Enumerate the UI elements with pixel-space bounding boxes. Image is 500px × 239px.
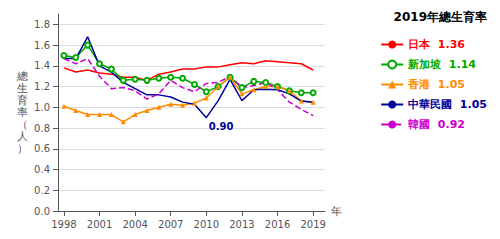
svg-text:總: 總 — [17, 70, 29, 83]
svg-text:人: 人 — [17, 130, 29, 143]
svg-text:0.0: 0.0 — [34, 206, 50, 217]
svg-text:生: 生 — [17, 82, 29, 95]
svg-text:韓國 0.92: 韓國 0.92 — [408, 118, 465, 131]
svg-text:2016: 2016 — [265, 219, 290, 230]
svg-text:年: 年 — [331, 205, 342, 218]
svg-text:香港 1.05: 香港 1.05 — [407, 78, 465, 91]
svg-text:新加坡 1.14: 新加坡 1.14 — [407, 58, 476, 71]
svg-text:1.8: 1.8 — [34, 19, 50, 30]
svg-text:1.6: 1.6 — [34, 40, 50, 51]
svg-text:日本 1.36: 日本 1.36 — [408, 38, 465, 51]
svg-text:0.6: 0.6 — [34, 143, 50, 154]
svg-text:1.2: 1.2 — [34, 81, 50, 92]
svg-text:中華民國 1.05: 中華民國 1.05 — [408, 98, 487, 111]
svg-text:2019年總生育率: 2019年總生育率 — [394, 10, 487, 24]
svg-text:0.8: 0.8 — [34, 123, 50, 134]
svg-text:0.4: 0.4 — [34, 164, 50, 175]
svg-text:2001: 2001 — [87, 219, 112, 230]
svg-text:0.2: 0.2 — [34, 185, 50, 196]
svg-text:1.0: 1.0 — [34, 102, 50, 113]
svg-text:育: 育 — [17, 94, 29, 107]
svg-text:2004: 2004 — [122, 219, 147, 230]
svg-text:）: ） — [17, 142, 28, 155]
svg-text:0.90: 0.90 — [209, 121, 234, 132]
svg-text:2007: 2007 — [158, 219, 183, 230]
svg-text:率: 率 — [17, 106, 29, 119]
svg-text:2019: 2019 — [300, 219, 325, 230]
svg-text:1998: 1998 — [51, 219, 76, 230]
svg-text:1.4: 1.4 — [34, 60, 50, 71]
svg-text:2010: 2010 — [194, 219, 219, 230]
svg-text:2013: 2013 — [229, 219, 254, 230]
